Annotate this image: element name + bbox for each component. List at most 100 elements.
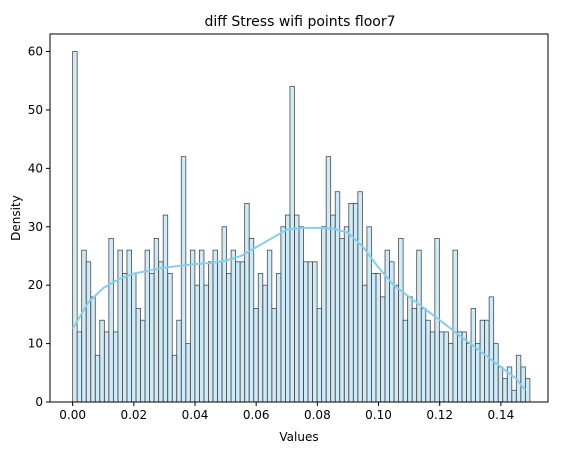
histogram-bar xyxy=(407,296,413,403)
histogram-bar xyxy=(198,249,205,403)
histogram-bar xyxy=(203,284,209,403)
histogram-bar xyxy=(475,343,481,403)
histogram-bar xyxy=(497,366,504,403)
histogram-bar xyxy=(470,308,476,403)
histogram-bar xyxy=(524,378,531,403)
histogram-bar xyxy=(217,261,223,403)
histogram-bar xyxy=(493,343,499,403)
histogram-bar xyxy=(352,202,359,403)
x-tick-label: 0.10 xyxy=(365,408,392,422)
x-tick-label: 0.04 xyxy=(182,408,209,422)
histogram-bar xyxy=(307,261,313,403)
histogram-bar xyxy=(484,319,490,403)
histogram-bar xyxy=(94,354,101,403)
histogram-bar xyxy=(371,273,377,403)
histogram-bar xyxy=(452,249,458,403)
histogram-bar xyxy=(380,296,386,403)
histogram-bar xyxy=(208,261,214,403)
y-tick-label: 0 xyxy=(35,395,43,409)
histogram-bar xyxy=(411,308,418,403)
histogram-bar xyxy=(511,389,517,403)
histogram-bar xyxy=(140,319,146,403)
y-tick-label: 20 xyxy=(28,278,43,292)
histogram-bar xyxy=(158,261,164,403)
histogram-bar xyxy=(479,319,486,403)
histogram-bar xyxy=(253,308,259,403)
histogram-bar xyxy=(144,249,151,403)
x-tick-label: 0.00 xyxy=(59,408,86,422)
histogram-bar xyxy=(230,249,237,403)
histogram-bar xyxy=(212,249,218,403)
histogram-bar xyxy=(221,226,227,403)
histogram-bar xyxy=(122,273,128,403)
histogram-bar xyxy=(298,226,304,403)
histogram-bar xyxy=(321,226,327,403)
kde-line xyxy=(71,226,527,391)
histogram-bar xyxy=(226,273,232,403)
histogram-bar xyxy=(416,249,422,403)
histogram-bar xyxy=(244,202,250,403)
histogram-bar xyxy=(235,261,241,403)
histogram-bar xyxy=(131,273,137,403)
histogram-bar xyxy=(81,249,87,403)
histogram-bar xyxy=(262,284,268,403)
histogram-bar xyxy=(443,331,449,403)
y-tick-label: 60 xyxy=(28,45,43,59)
histogram-bar xyxy=(303,261,309,403)
histogram-bar xyxy=(330,214,336,403)
x-axis-label: Values xyxy=(279,430,318,444)
histogram-bar xyxy=(271,308,277,403)
y-axis-ticks: 0 10 20 30 40 50 60 xyxy=(28,45,50,409)
histogram-bar xyxy=(266,249,273,403)
histogram-bar xyxy=(393,284,400,403)
histogram-bar xyxy=(289,86,295,403)
histogram-bar xyxy=(375,273,381,403)
histogram-bar xyxy=(429,331,436,403)
x-tick-label: 0.14 xyxy=(488,408,515,422)
histogram-bar xyxy=(447,343,454,403)
histogram-bar xyxy=(185,343,191,403)
y-axis-label: Density xyxy=(9,195,23,241)
histogram-bar xyxy=(176,319,182,403)
histogram-bar xyxy=(357,191,363,403)
histogram-bar xyxy=(85,261,92,403)
histogram-bar xyxy=(117,249,123,403)
y-tick-label: 40 xyxy=(28,161,43,175)
histogram-bar xyxy=(112,331,119,403)
histogram-bar xyxy=(285,214,291,403)
chart-title: diff Stress wifi points floor7 xyxy=(204,14,395,30)
histogram-bar xyxy=(402,319,409,403)
histogram-bar xyxy=(257,273,264,403)
histogram-bar xyxy=(294,214,300,403)
histogram-bar xyxy=(126,249,132,403)
histogram-bar xyxy=(384,249,390,403)
histogram-bar xyxy=(90,296,96,403)
histogram-bar xyxy=(316,308,323,403)
histogram-bar xyxy=(167,273,173,403)
histogram-bar xyxy=(425,319,431,403)
histogram-bar xyxy=(162,214,169,403)
histogram-bar xyxy=(502,378,508,403)
histogram-bar xyxy=(343,226,350,403)
histogram-bar xyxy=(189,249,196,403)
x-tick-label: 0.08 xyxy=(304,408,331,422)
histogram-bar xyxy=(108,238,114,403)
histogram-bar xyxy=(420,308,427,403)
histogram-bar xyxy=(280,226,286,403)
histogram-bar xyxy=(135,308,141,403)
histogram-bar xyxy=(312,261,318,403)
y-tick-label: 10 xyxy=(28,337,43,351)
x-tick-label: 0.06 xyxy=(243,408,270,422)
histogram-bar xyxy=(334,191,341,403)
histogram-bar xyxy=(194,284,200,403)
histogram-bar xyxy=(248,238,255,403)
histogram-bar xyxy=(438,331,445,403)
y-tick-label: 30 xyxy=(28,220,43,234)
histogram-bar xyxy=(361,284,368,403)
histogram-bar xyxy=(180,156,187,403)
histogram-bar xyxy=(275,273,282,403)
histogram-bar xyxy=(76,331,83,403)
histogram-bar xyxy=(325,156,332,403)
